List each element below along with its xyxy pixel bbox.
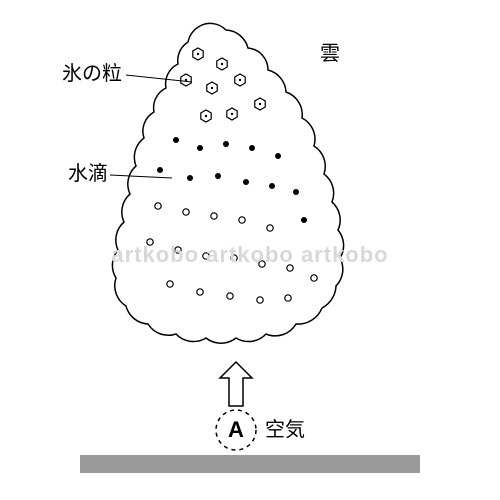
water-droplet-solid <box>197 145 203 151</box>
water-droplet-solid <box>275 153 281 159</box>
ground <box>80 455 420 473</box>
water-droplet-open <box>227 293 233 299</box>
water-droplet-solid <box>215 173 221 179</box>
water-droplet-solid <box>269 183 275 189</box>
water-droplet-open <box>203 253 209 259</box>
water-droplet-open <box>239 217 245 223</box>
label-air: 空気 <box>265 418 305 441</box>
water-droplet-open <box>183 209 189 215</box>
water-droplet-solid <box>301 217 307 223</box>
water-droplet-open <box>257 297 263 303</box>
water-droplet-open <box>285 295 291 301</box>
water-droplet-solid <box>157 167 163 173</box>
water-droplet-solid <box>293 189 299 195</box>
water-droplet-open <box>231 255 237 261</box>
water-droplet-solid <box>243 179 249 185</box>
water-droplet-open <box>147 239 153 245</box>
air-parcel-label: A <box>228 417 244 442</box>
water-droplet-solid <box>187 175 193 181</box>
water-droplet-open <box>259 261 265 267</box>
rising-air-arrow <box>220 362 252 406</box>
water-droplet-open <box>175 247 181 253</box>
water-droplet-open <box>311 275 317 281</box>
water-droplet-solid <box>173 137 179 143</box>
water-droplet-open <box>287 265 293 271</box>
water-droplet-open <box>155 203 161 209</box>
label-cloud: 雲 <box>320 43 340 65</box>
label-ice: 氷の粒 <box>62 62 122 85</box>
water-droplet-solid <box>223 141 229 147</box>
water-droplet-open <box>167 281 173 287</box>
label-droplet: 水滴 <box>68 162 108 185</box>
water-droplet-open <box>211 213 217 219</box>
water-droplet-open <box>267 225 273 231</box>
water-droplet-solid <box>249 145 255 151</box>
water-droplet-open <box>197 289 203 295</box>
